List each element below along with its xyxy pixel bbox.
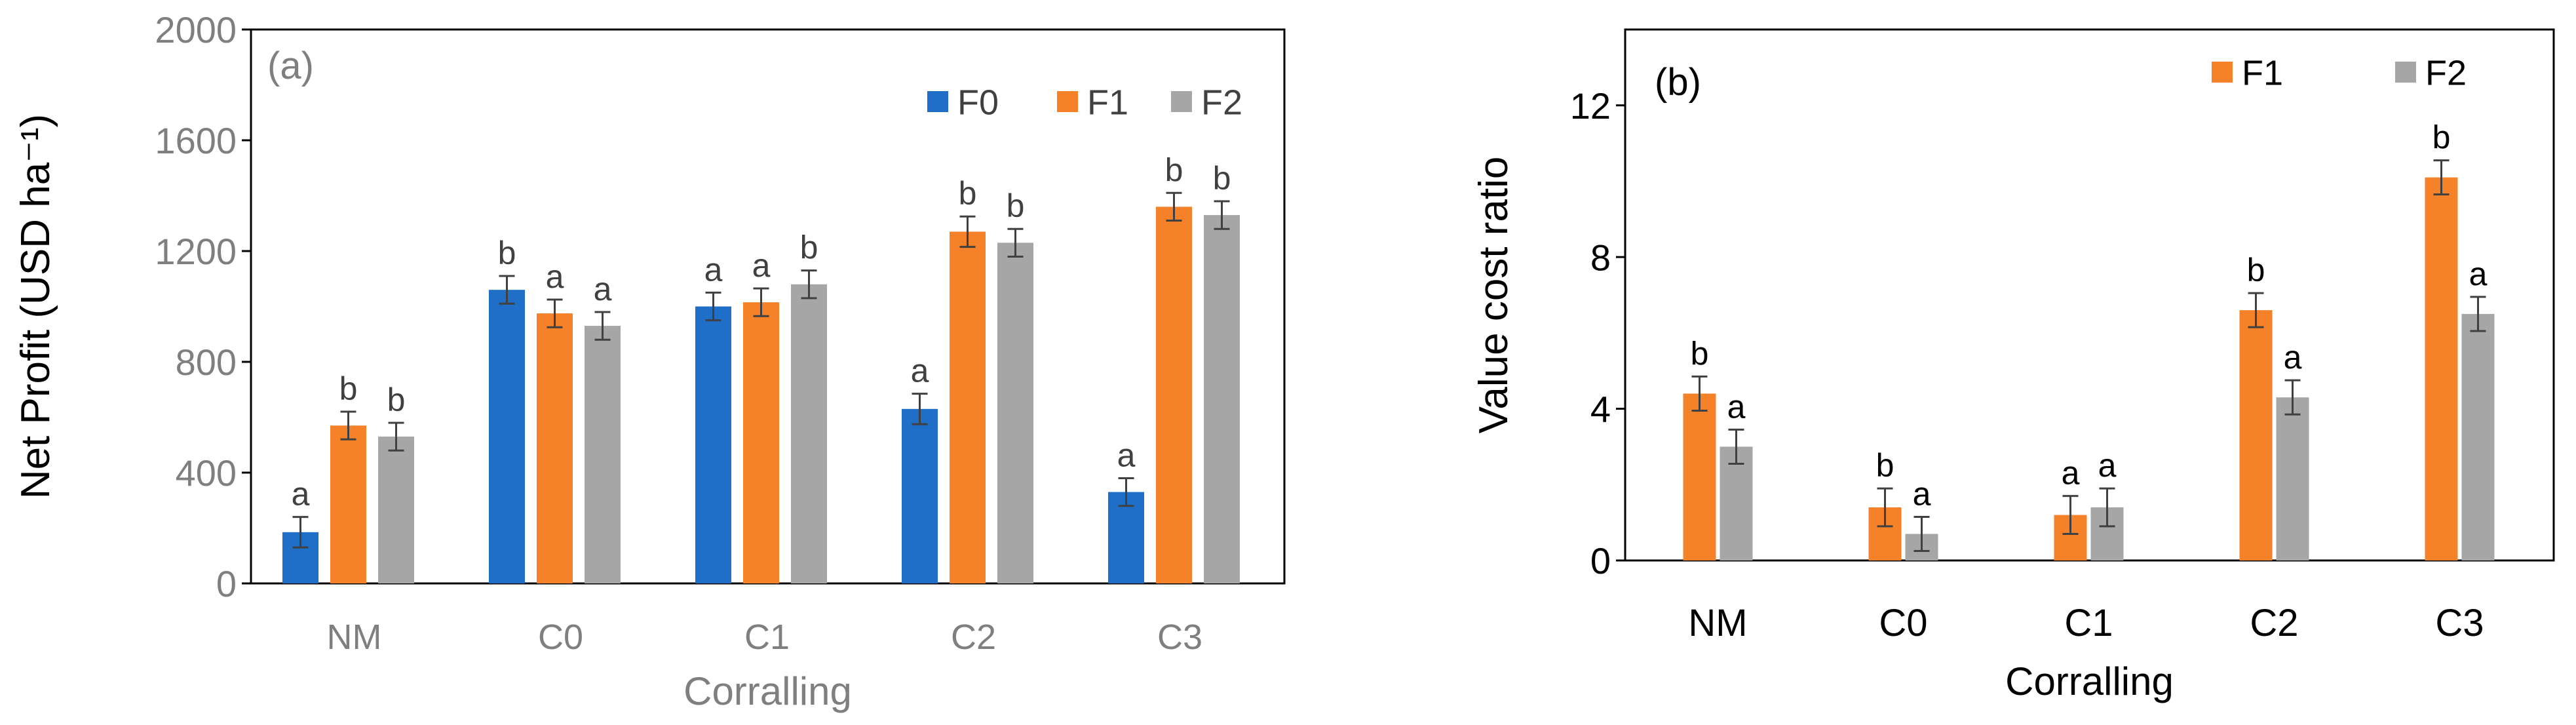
significance-letter: a (752, 247, 771, 284)
significance-letter: b (339, 370, 358, 407)
significance-letter: b (1213, 160, 1231, 197)
significance-letter: a (1727, 388, 1746, 425)
bar-f2-c3 (2461, 313, 2495, 560)
bar-f1-c1 (743, 302, 779, 583)
category-label-c1: C1 (744, 617, 790, 657)
significance-letter: a (546, 258, 564, 295)
significance-letter: a (1913, 475, 1931, 512)
bar-f1-c2 (950, 231, 986, 583)
bar-f2-c3 (1204, 215, 1240, 583)
significance-letter: a (2469, 256, 2488, 292)
significance-letter: a (292, 476, 310, 513)
y-tick-label: 800 (176, 342, 237, 383)
bar-f1-c0 (537, 313, 573, 583)
y-tick-label: 400 (176, 452, 237, 494)
category-label-c0: C0 (538, 617, 583, 657)
series-f1: ba abb (330, 151, 1192, 583)
bar-f0-c1 (695, 306, 731, 583)
y-tick-label: 12 (1570, 85, 1611, 127)
bar-f2-c1 (791, 284, 827, 583)
y-tick-label: 1600 (155, 120, 237, 161)
bar-f0-c3 (1108, 492, 1144, 583)
significance-letter: a (911, 353, 929, 389)
category-label-c1: C1 (2064, 602, 2113, 644)
panel-tag: (b) (1655, 61, 1701, 104)
legend-label-f1: F1 (2242, 53, 2283, 92)
category-label-c0: C0 (1879, 602, 1927, 644)
panel-tag: (a) (267, 45, 314, 87)
panel-b-frame (1624, 28, 2555, 562)
bar-f0-c0 (489, 290, 525, 583)
series-f1: bb abb (1683, 119, 2458, 561)
bar-f1-c3 (1156, 206, 1192, 583)
bar-f1-c2 (2239, 310, 2273, 560)
bar-f2-c2 (2276, 397, 2309, 560)
bar-f2-nm (378, 437, 414, 583)
legend-label-f1: F1 (1087, 83, 1128, 122)
y-tick-label: 8 (1590, 237, 1611, 278)
category-label-c2: C2 (951, 617, 996, 657)
bar-f0-c2 (902, 408, 938, 583)
significance-letter: b (1876, 447, 1894, 484)
significance-letter: b (2432, 119, 2451, 156)
significance-letter: b (1007, 187, 1025, 224)
category-label-nm: NM (327, 617, 382, 657)
x-axis-title: Corralling (2005, 659, 2174, 703)
y-axis-title: Net Profit (USD ha⁻¹) (13, 114, 58, 499)
y-tick-label: 0 (216, 563, 237, 604)
legend-label-f2: F2 (1201, 83, 1242, 122)
significance-letter: a (2062, 455, 2080, 492)
legend: F0 F1 F2 (927, 83, 1242, 122)
panel-b-chart: 0 4 8 12 NM C0 C1 C2 C3 Corralling Value cost rati… (1471, 28, 2555, 703)
category-label-c3: C3 (2435, 602, 2484, 644)
category-label-nm: NM (1688, 602, 1747, 644)
legend-label-f2: F2 (2425, 53, 2467, 92)
legend-swatch-f2 (2395, 62, 2416, 83)
legend-swatch-f0 (927, 91, 948, 112)
significance-letter: b (387, 382, 406, 418)
significance-letter: b (498, 235, 516, 271)
legend: F1 F2 (2212, 53, 2467, 92)
y-tick-label: 2000 (155, 9, 237, 50)
legend-swatch-f1 (2212, 62, 2233, 83)
bar-f2-c2 (997, 243, 1033, 583)
bar-f1-nm (1683, 393, 1716, 560)
significance-letter: a (704, 251, 723, 288)
significance-letter: b (959, 175, 977, 212)
significance-letter: b (1691, 335, 1709, 372)
panel-a-chart: 0 400 800 1200 1600 2000 NM C0 C1 C2 C3 Corralling N… (13, 9, 1286, 713)
significance-letter: b (1165, 151, 1183, 188)
significance-letter: a (594, 271, 612, 307)
category-label-c2: C2 (2250, 602, 2298, 644)
y-axis-title: Value cost ratio (1471, 157, 1516, 434)
series-f0: ab aaa (282, 235, 1144, 583)
y-tick-label: 1200 (155, 231, 237, 272)
significance-letter: b (2247, 252, 2265, 288)
significance-letter: a (2284, 339, 2302, 376)
legend-swatch-f2 (1171, 91, 1192, 112)
bar-f1-c3 (2425, 177, 2458, 561)
significance-letter: a (1117, 437, 1136, 473)
bar-f2-nm (1720, 446, 1753, 560)
x-axis-title: Corralling (683, 669, 852, 713)
category-label-c3: C3 (1157, 617, 1202, 657)
y-tick-label: 0 (1590, 540, 1611, 581)
legend-swatch-f1 (1057, 91, 1078, 112)
y-tick-label: 4 (1590, 389, 1611, 430)
significance-letter: a (2098, 447, 2117, 484)
bar-f1-nm (330, 425, 366, 583)
legend-label-f0: F0 (957, 83, 999, 122)
significance-letter: b (800, 229, 818, 266)
bar-f2-c0 (585, 326, 621, 583)
